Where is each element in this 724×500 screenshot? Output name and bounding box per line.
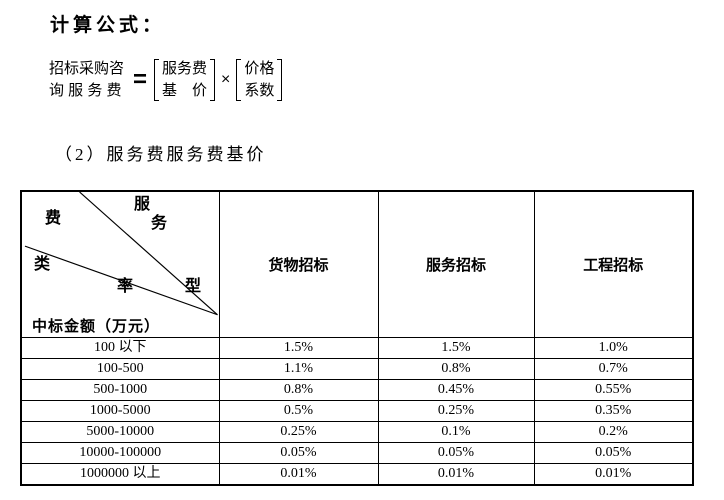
corner-char-service2: 务 — [151, 215, 168, 232]
row-label: 1000-5000 — [20, 400, 220, 422]
corner-char-service1: 服 — [134, 196, 151, 213]
table-header-row: 服 务 费 类 率 型 中标金额（万元） 货物招标 服务招标 工程招标 — [20, 190, 694, 338]
services-value: 1.5% — [377, 337, 535, 359]
services-value: 0.1% — [377, 421, 535, 443]
goods-value: 1.5% — [218, 337, 379, 359]
fee-formula: 招标采购咨 询 服 务 费 = 服务费 基 价 × 价格 系数 — [49, 56, 283, 104]
row-label: 10000-100000 — [20, 442, 220, 464]
bracket-service-fee-base: 服务费 基 价 — [154, 56, 216, 104]
corner-char-type2: 型 — [185, 278, 202, 295]
service-fee-base-table: 服 务 费 类 率 型 中标金额（万元） 货物招标 服务招标 工程招标 100 … — [20, 190, 694, 486]
bracket1-content: 服务费 基 价 — [162, 58, 207, 102]
row-label: 100 以下 — [20, 337, 220, 359]
page-title: 计算公式： — [50, 15, 166, 36]
corner-amount-label: 中标金额（万元） — [32, 319, 161, 335]
goods-value: 0.25% — [218, 421, 379, 443]
works-value: 0.05% — [533, 442, 694, 464]
formula-lhs: 招标采购咨 询 服 务 费 — [49, 58, 124, 102]
column-header-works: 工程招标 — [533, 190, 694, 338]
goods-value: 0.05% — [218, 442, 379, 464]
goods-value: 0.5% — [218, 400, 379, 422]
corner-char-rate: 率 — [117, 278, 134, 295]
services-value: 0.45% — [377, 379, 535, 401]
table-row: 500-1000 0.8% 0.45% 0.55% — [20, 379, 694, 401]
table-row: 1000-5000 0.5% 0.25% 0.35% — [20, 400, 694, 422]
works-value: 0.35% — [533, 400, 694, 422]
services-value: 0.05% — [377, 442, 535, 464]
goods-value: 0.8% — [218, 379, 379, 401]
diagonal-lines — [24, 192, 218, 316]
corner-char-type1: 类 — [34, 256, 51, 273]
works-value: 1.0% — [533, 337, 694, 359]
services-value: 0.01% — [377, 463, 535, 486]
equals-sign: = — [133, 66, 148, 93]
table-row: 100-500 1.1% 0.8% 0.7% — [20, 358, 694, 380]
column-header-services: 服务招标 — [377, 190, 535, 338]
corner-char-fee: 费 — [45, 210, 62, 227]
table-row: 10000-100000 0.05% 0.05% 0.05% — [20, 442, 694, 464]
formula-lhs-line1: 招标采购咨 — [49, 60, 125, 77]
services-value: 0.8% — [377, 358, 535, 380]
works-value: 0.2% — [533, 421, 694, 443]
table-row: 100 以下 1.5% 1.5% 1.0% — [20, 337, 694, 359]
table-row: 5000-10000 0.25% 0.1% 0.2% — [20, 421, 694, 443]
formula-lhs-line2: 询 服 务 费 — [49, 82, 122, 99]
works-value: 0.7% — [533, 358, 694, 380]
section-subtitle: （2）服务费服务费基价 — [55, 145, 267, 164]
row-label: 5000-10000 — [20, 421, 220, 443]
goods-value: 1.1% — [218, 358, 379, 380]
column-header-goods: 货物招标 — [218, 190, 379, 338]
bracket1-line1: 服务费 — [162, 60, 208, 77]
works-value: 0.55% — [533, 379, 694, 401]
table-corner-cell: 服 务 费 类 率 型 中标金额（万元） — [20, 190, 220, 338]
row-label: 100-500 — [20, 358, 220, 380]
bracket1-line2: 基 价 — [162, 82, 208, 99]
bracket-price-coefficient: 价格 系数 — [236, 56, 283, 104]
multiply-sign: × — [221, 71, 231, 88]
bracket2-line2: 系数 — [244, 82, 275, 99]
services-value: 0.25% — [377, 400, 535, 422]
row-label: 500-1000 — [20, 379, 220, 401]
bracket2-content: 价格 系数 — [244, 58, 274, 102]
goods-value: 0.01% — [218, 463, 379, 486]
works-value: 0.01% — [533, 463, 694, 486]
row-label: 1000000 以上 — [20, 463, 220, 486]
table-row: 1000000 以上 0.01% 0.01% 0.01% — [20, 463, 694, 486]
bracket2-line1: 价格 — [244, 60, 275, 77]
